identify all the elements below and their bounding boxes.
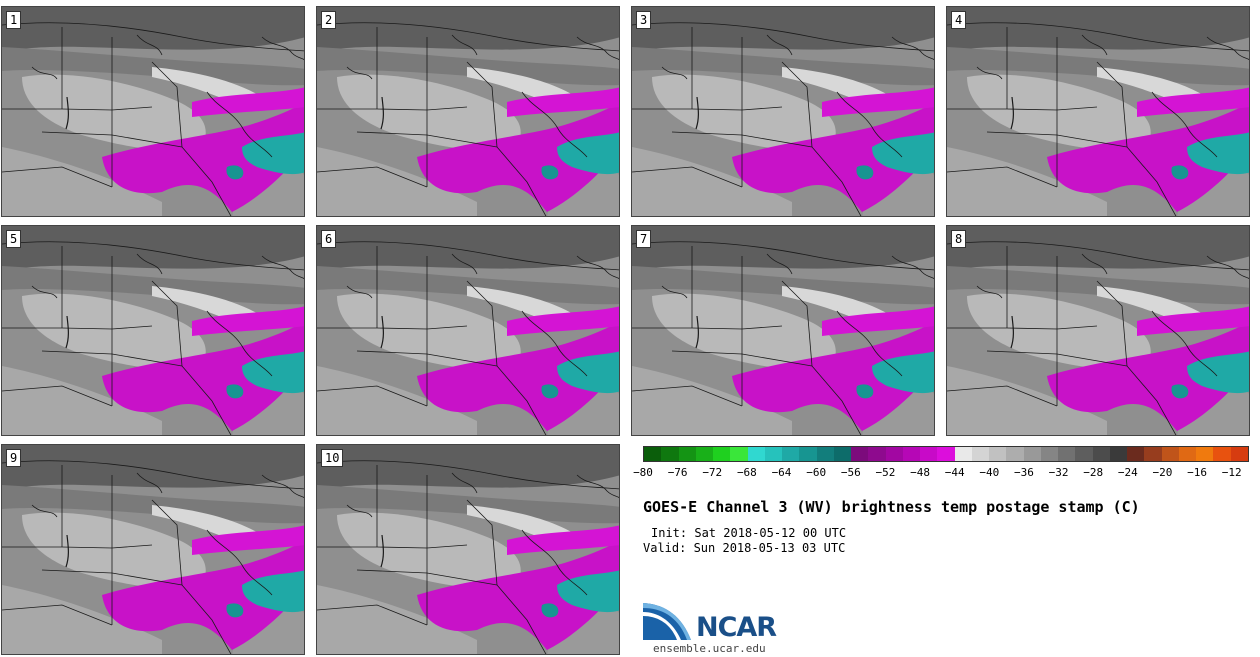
colorbar-tick-label: −44: [944, 466, 965, 479]
colorbar-segment: [902, 447, 920, 461]
colorbar-segment: [885, 447, 903, 461]
colorbar-segment: [1144, 447, 1162, 461]
map-panel-4: 4: [946, 6, 1250, 217]
colorbar-segment: [989, 447, 1007, 461]
colorbar-tick-label: −76: [667, 466, 688, 479]
colorbar-tick-label: −24: [1117, 466, 1138, 479]
colorbar-segment: [1178, 447, 1196, 461]
map-panel-2: 2: [316, 6, 620, 217]
colorbar-segment: [661, 447, 679, 461]
colorbar-tick-label: −56: [840, 466, 861, 479]
colorbar-segment: [1109, 447, 1127, 461]
panel-number: 4: [951, 11, 967, 29]
colorbar-segment: [644, 447, 662, 461]
colorbar-segment: [920, 447, 938, 461]
colorbar-segment: [1075, 447, 1093, 461]
map-panel-3: 3: [631, 6, 935, 217]
init-time: Init: Sat 2018-05-12 00 UTC: [651, 526, 847, 540]
colorbar-tick-label: −12: [1221, 466, 1242, 479]
panel-number: 5: [6, 230, 22, 248]
colorbar-tick-label: −52: [875, 466, 896, 479]
colorbar-segment: [747, 447, 765, 461]
colorbar-tick-label: −48: [910, 466, 930, 479]
colorbar-segment: [851, 447, 869, 461]
colorbar-segment: [833, 447, 851, 461]
colorbar-segment: [713, 447, 731, 461]
colorbar-segment: [1040, 447, 1058, 461]
footer-url: ensemble.ucar.edu: [653, 642, 766, 655]
colorbar-segment: [1058, 447, 1076, 461]
colorbar-segment: [1213, 447, 1231, 461]
colorbar-segment: [954, 447, 972, 461]
map-panel-6: 6: [316, 225, 620, 436]
colorbar-segment: [1006, 447, 1024, 461]
colorbar-segment: [678, 447, 696, 461]
map-panel-5: 5: [1, 225, 305, 436]
colorbar-segment: [799, 447, 817, 461]
colorbar-segment: [1127, 447, 1145, 461]
colorbar-segment: [971, 447, 989, 461]
colorbar-tick-label: −28: [1083, 466, 1104, 479]
colorbar-segment: [730, 447, 748, 461]
valid-time: Valid: Sun 2018-05-13 03 UTC: [643, 541, 846, 555]
panel-number: 10: [321, 449, 344, 467]
panel-number: 1: [6, 11, 22, 29]
colorbar-tick-label: −60: [806, 466, 827, 479]
colorbar-segment: [868, 447, 886, 461]
ncar-logo: [643, 603, 691, 640]
colorbar-tick-label: −40: [979, 466, 1000, 479]
colorbar-segment: [1230, 447, 1248, 461]
colorbar-segment: [1161, 447, 1179, 461]
colorbar-tick-label: −68: [736, 466, 757, 479]
colorbar-segment: [1196, 447, 1214, 461]
map-panel-10: 10: [316, 444, 620, 655]
colorbar-segment: [816, 447, 834, 461]
map-panel-9: 9: [1, 444, 305, 655]
panel-number: 8: [951, 230, 967, 248]
map-panel-7: 7: [631, 225, 935, 436]
colorbar-segment: [695, 447, 713, 461]
panel-number: 7: [636, 230, 652, 248]
chart-title: GOES-E Channel 3 (WV) brightness temp po…: [643, 498, 1140, 516]
colorbar-ticks: −80 −76 −72 −68 −64 −60 −56 −52 −48 −44 −40 −36 −32 −…: [633, 466, 1249, 480]
colorbar-segment: [764, 447, 782, 461]
colorbar-segment: [1092, 447, 1110, 461]
ncar-logo-text: NCAR: [696, 612, 777, 643]
panel-number: 9: [6, 449, 22, 467]
panel-number: 2: [321, 11, 337, 29]
map-panel-8: 8: [946, 225, 1250, 436]
colorbar-segment: [937, 447, 955, 461]
panel-number: 6: [321, 230, 337, 248]
colorbar-tick-label: −80: [633, 466, 653, 479]
colorbar-segment: [1023, 447, 1041, 461]
colorbar-tick-label: −72: [702, 466, 723, 479]
map-panel-1: 1: [1, 6, 305, 217]
panel-number: 3: [636, 11, 652, 29]
colorbar: [643, 446, 1249, 462]
colorbar-segment: [782, 447, 800, 461]
colorbar-tick-label: −36: [1013, 466, 1034, 479]
colorbar-tick-label: −16: [1187, 466, 1207, 479]
colorbar-tick-label: −20: [1152, 466, 1173, 479]
colorbar-tick-label: −32: [1048, 466, 1069, 479]
colorbar-tick-label: −64: [771, 466, 792, 479]
